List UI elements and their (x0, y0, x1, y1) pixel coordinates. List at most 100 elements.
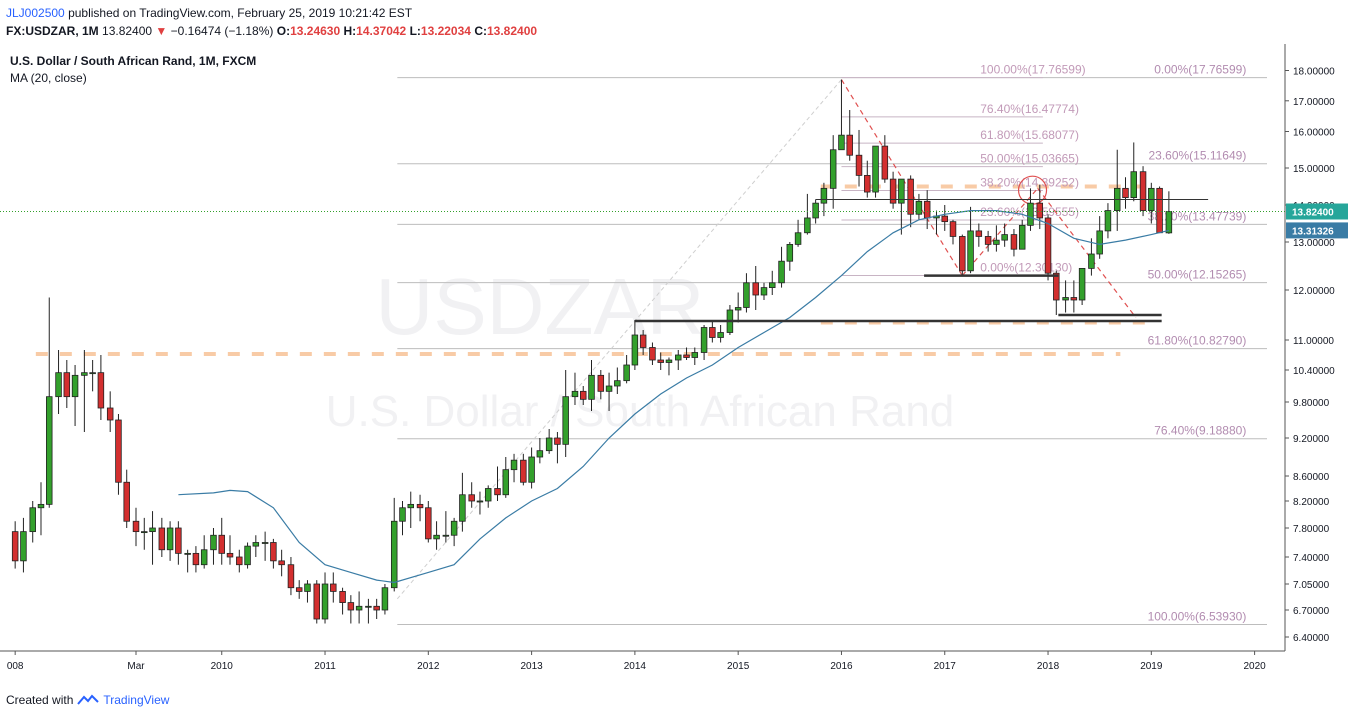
author-link[interactable]: JLJ002500 (6, 6, 65, 20)
candle-body (846, 134, 853, 156)
candle-body (605, 385, 613, 392)
candlestick-series (11, 79, 1173, 624)
candle-body (304, 583, 311, 592)
candle-body (1001, 234, 1008, 241)
candle-body (734, 307, 742, 311)
candle-body (778, 260, 785, 284)
candle-body (855, 154, 863, 176)
chart-header: JLJ002500 published on TradingView.com, … (6, 4, 537, 40)
fib-minor-label: 38.20%(14.39252) (980, 175, 1079, 189)
trend-lines[interactable] (396, 79, 1137, 600)
price-tick-label: 8.20000 (1293, 497, 1330, 508)
candle-body (1044, 217, 1052, 274)
candle-body (175, 527, 182, 554)
candle-body (923, 200, 931, 219)
time-axis[interactable]: 008 Mar 2010 2011 2012 2013 2014 2015 2016 2017 20… (7, 651, 1266, 672)
candle-body (1139, 171, 1147, 211)
candle-body (381, 587, 389, 611)
candle-body (1096, 230, 1103, 255)
candle-body (993, 239, 1000, 245)
price-chart[interactable]: USDZAR U.S. Dollar / South African Rand 0… (0, 44, 1348, 686)
fib-trend-line (396, 79, 842, 600)
candle-body (81, 372, 88, 376)
price-axis[interactable]: 18.0000017.0000016.0000015.0000014.00000… (1285, 67, 1348, 645)
fib-major-label: 76.40%(9.18880) (1154, 424, 1246, 438)
candle-body (794, 232, 802, 245)
price-tick-label: 17.00000 (1293, 97, 1335, 108)
candle-body (528, 456, 535, 483)
fib-major-label: 50.00%(12.15265) (1148, 268, 1247, 282)
candle-body (200, 549, 208, 566)
candle-body (786, 243, 794, 262)
candle-body (881, 145, 889, 180)
time-tick-label: 2011 (314, 661, 336, 672)
candle-body (355, 605, 363, 611)
candle-body (1122, 187, 1129, 199)
price-tick-label: 9.20000 (1293, 434, 1330, 445)
ma-price-badge (1286, 222, 1348, 239)
candle-body (407, 503, 414, 509)
candle-body (752, 282, 759, 296)
candle-body (123, 481, 130, 522)
candle-body (1070, 297, 1078, 301)
tradingview-link[interactable]: TradingView (103, 693, 170, 707)
candle-body (864, 174, 871, 193)
price-tick-label: 6.70000 (1293, 606, 1330, 617)
fib-major-label: 100.00%(6.53930) (1148, 609, 1247, 623)
candle-body (898, 178, 905, 204)
ma-line (178, 210, 1170, 584)
candle-body (476, 500, 484, 503)
time-tick-label: 2018 (1037, 661, 1060, 672)
fib-major-label: 61.80%(10.82790) (1148, 334, 1247, 348)
candle-body (278, 560, 285, 566)
price-tick-label: 9.80000 (1293, 398, 1330, 409)
moving-average-line (178, 210, 1170, 584)
abcd-pattern-line (961, 187, 1039, 276)
support-resistance-lines[interactable] (0, 198, 1285, 323)
candle-body (37, 503, 45, 509)
created-with-label: Created with (6, 693, 74, 707)
candle-body (812, 202, 819, 219)
time-tick-label: Mar (127, 661, 145, 672)
candle-body (683, 354, 690, 358)
chart-frame (0, 44, 1286, 652)
close-value: 13.82400 (486, 24, 538, 38)
abcd-pattern-line (1037, 187, 1137, 318)
candle-body (1036, 202, 1044, 219)
time-tick-label: 2012 (417, 661, 440, 672)
candle-body (1078, 267, 1086, 301)
price-tick-label: 18.00000 (1293, 67, 1335, 78)
price-tick-label: 10.40000 (1293, 366, 1335, 377)
candle-body (959, 236, 966, 272)
candle-body (907, 178, 914, 215)
price-change: −0.16474 (−1.18%) (170, 24, 274, 38)
candle-body (313, 583, 321, 620)
candle-body (184, 552, 191, 555)
chart-legend: U.S. Dollar / South African Rand, 1M, FX… (10, 54, 256, 85)
last-price-label: 13.82400 (1292, 208, 1334, 219)
price-tick-label: 7.05000 (1293, 580, 1330, 591)
candle-body (252, 542, 260, 547)
candle-body (743, 282, 750, 308)
watermark-symbol: USDZAR (376, 262, 705, 351)
candle-body (1104, 210, 1112, 232)
last-price-badge (1286, 203, 1348, 220)
candle-body (700, 327, 708, 353)
candle-body (365, 605, 372, 608)
candle-body (11, 531, 19, 562)
candle-body (1053, 272, 1060, 301)
candle-body (1062, 297, 1069, 301)
fib-minor-label: 50.00%(15.03665) (980, 152, 1079, 166)
candle-body (614, 380, 621, 387)
candle-body (46, 396, 53, 505)
time-tick-label: 2014 (624, 661, 647, 672)
candle-body (984, 236, 992, 245)
price-tick-label: 12.00000 (1293, 286, 1335, 297)
symbol-watermark: USDZAR U.S. Dollar / South African Rand (326, 262, 955, 436)
candle-body (520, 459, 527, 483)
low-value: 13.22034 (420, 24, 471, 38)
candle-body (717, 332, 724, 338)
candle-body (106, 407, 114, 421)
fib-major-label: 23.60%(15.11649) (1148, 149, 1246, 163)
price-tick-label: 6.40000 (1293, 633, 1330, 644)
